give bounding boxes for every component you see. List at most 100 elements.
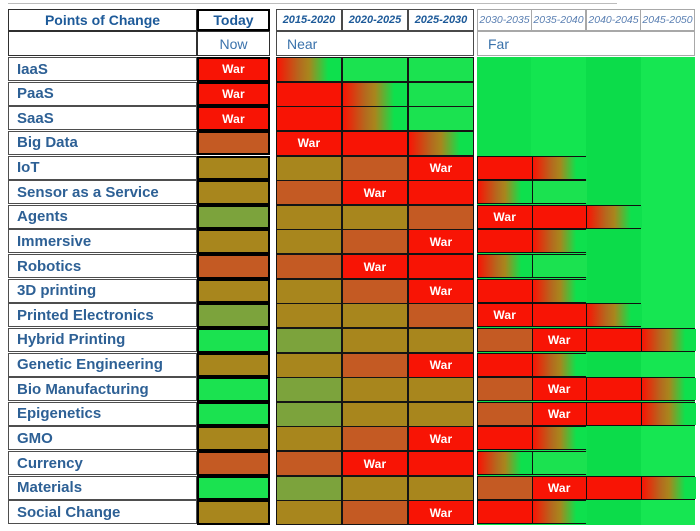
- cell-today: [197, 155, 270, 181]
- cell-2020-2025: War: [342, 254, 408, 280]
- cell-2030-2035: [478, 230, 533, 253]
- cell-2025-2030: War: [408, 352, 474, 378]
- cell-2035-2040: [532, 304, 587, 327]
- cell-2015-2020: [276, 451, 342, 477]
- far-outline-box: [477, 352, 587, 377]
- cell-2015-2020: [276, 278, 342, 304]
- row-label: Bio Manufacturing: [8, 377, 197, 402]
- cell-2045-2050: [641, 328, 696, 351]
- cell-today: [197, 352, 270, 378]
- year-header-2040-2045: 2040-2045: [586, 9, 641, 31]
- cell-today: [197, 426, 270, 452]
- war-label: War: [363, 259, 387, 274]
- cell-2020-2025: [342, 426, 408, 452]
- cell-today: [197, 500, 270, 525]
- cell-2020-2025: [342, 81, 408, 107]
- war-label: War: [547, 406, 571, 421]
- far-outline-box: War: [477, 377, 696, 402]
- cell-2030-2035: [478, 156, 533, 179]
- row-label: Materials: [8, 475, 197, 500]
- cell-2030-2035: [478, 452, 533, 475]
- row-label: Big Data: [8, 130, 197, 155]
- war-label: War: [429, 234, 453, 249]
- cell-2025-2030: [408, 327, 474, 353]
- row-label: 3D printing: [8, 278, 197, 303]
- row-label: IoT: [8, 155, 197, 180]
- war-label: War: [363, 456, 387, 471]
- row-label: GMO: [8, 426, 197, 451]
- cell-2015-2020: [276, 475, 342, 501]
- war-label: War: [493, 209, 517, 224]
- cell-2020-2025: [342, 278, 408, 304]
- war-label: War: [222, 111, 245, 126]
- cell-today: War: [197, 57, 270, 82]
- cell-2015-2020: [276, 303, 342, 329]
- row-label: Robotics: [8, 254, 197, 279]
- row-label: IaaS: [8, 57, 197, 81]
- cell-2020-2025: [342, 130, 408, 156]
- year-header-2035-2040: 2035-2040: [531, 9, 586, 31]
- cell-2040-2045: [587, 328, 642, 351]
- cell-2035-2040: [532, 427, 587, 450]
- cell-2025-2030: [408, 81, 474, 107]
- war-label: War: [493, 308, 517, 323]
- cell-2045-2050: [641, 476, 696, 499]
- cell-2025-2030: [408, 401, 474, 427]
- cell-2015-2020: [276, 180, 342, 206]
- cell-2035-2040: [532, 205, 587, 228]
- war-label: War: [547, 480, 571, 495]
- cell-2015-2020: [276, 57, 342, 82]
- cell-2020-2025: [342, 401, 408, 427]
- far-outline-box: [477, 229, 587, 254]
- cell-today: [197, 180, 270, 205]
- cell-today: [197, 278, 270, 304]
- cell-today: [197, 401, 270, 427]
- cell-2030-2035: War: [478, 205, 533, 228]
- cell-2030-2035: [478, 279, 533, 302]
- cell-2025-2030: [408, 475, 474, 501]
- cell-2040-2045: [587, 205, 642, 228]
- cell-2030-2035: [478, 328, 533, 351]
- cell-2035-2040: [532, 279, 587, 302]
- cell-2015-2020: [276, 377, 342, 403]
- war-label: War: [429, 284, 453, 299]
- year-header-2025-2030: 2025-2030: [408, 9, 474, 31]
- cell-2035-2040: [532, 255, 587, 278]
- top-border-line: [8, 3, 617, 4]
- far-outline-box: [477, 278, 587, 303]
- cell-2035-2040: War: [532, 476, 587, 499]
- year-header-2045-2050: 2045-2050: [640, 9, 695, 31]
- cell-2025-2030: War: [408, 155, 474, 181]
- cell-2025-2030: [408, 377, 474, 403]
- cell-2030-2035: [478, 255, 533, 278]
- war-label: War: [222, 62, 245, 77]
- cell-2035-2040: [532, 452, 587, 475]
- cell-2015-2020: [276, 229, 342, 255]
- cell-2025-2030: [408, 130, 474, 156]
- cell-2015-2020: [276, 327, 342, 353]
- cell-2030-2035: [478, 181, 533, 204]
- cell-2025-2030: War: [408, 229, 474, 255]
- year-header-2015-2020: 2015-2020: [276, 9, 342, 31]
- cell-today: [197, 130, 270, 156]
- cell-today: [197, 303, 270, 328]
- war-label: War: [297, 136, 321, 151]
- cell-2015-2020: [276, 426, 342, 452]
- far-outline-box: War: [477, 303, 642, 328]
- cell-2045-2050: [641, 402, 696, 425]
- points-of-change-header: Points of Change: [8, 9, 197, 31]
- cell-2025-2030: War: [408, 426, 474, 452]
- cell-2015-2020: [276, 204, 342, 230]
- cell-today: War: [197, 81, 270, 107]
- cell-2040-2045: [587, 378, 642, 401]
- cell-today: [197, 254, 270, 279]
- cell-2025-2030: [408, 204, 474, 230]
- war-label: War: [429, 161, 453, 176]
- far-outline-box: War: [477, 327, 696, 352]
- cell-today: [197, 377, 270, 402]
- cell-2020-2025: [342, 229, 408, 255]
- points-of-change-subheader-empty: [8, 31, 197, 56]
- today-column-header: Today: [197, 9, 270, 31]
- cell-2020-2025: [342, 377, 408, 403]
